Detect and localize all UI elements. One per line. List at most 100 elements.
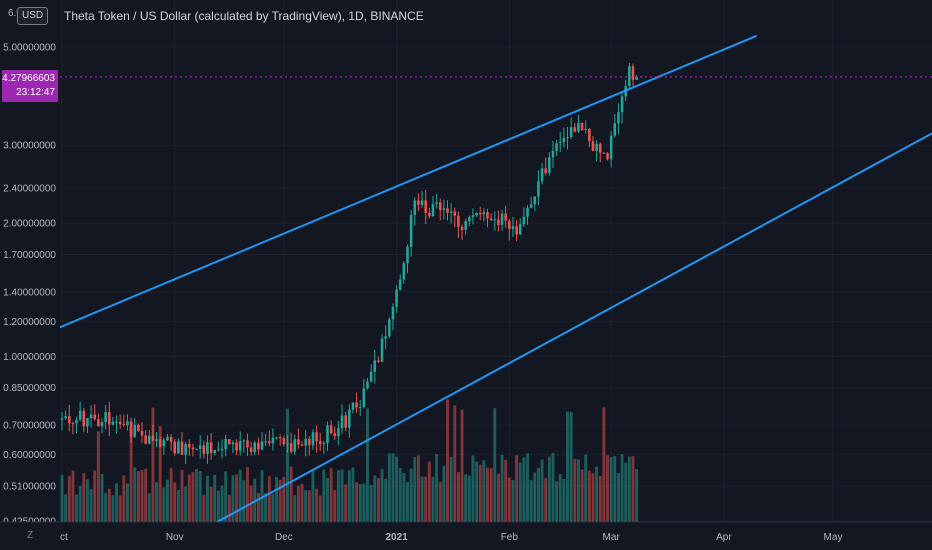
- volume-bar: [242, 480, 246, 522]
- candle-body: [217, 449, 220, 451]
- volume-bar: [289, 466, 293, 522]
- volume-bar: [460, 409, 464, 522]
- candle-body: [118, 421, 122, 424]
- x-tick-label: Mar: [603, 532, 621, 543]
- volume-bar: [576, 459, 580, 522]
- candle-body: [446, 208, 449, 213]
- volume-bar: [318, 495, 322, 522]
- volume-bar: [595, 466, 599, 522]
- candle-body: [75, 419, 78, 424]
- candle-body: [508, 220, 511, 229]
- volume-bar: [231, 475, 235, 522]
- candle-body: [191, 447, 195, 450]
- trendline[interactable]: [214, 130, 932, 525]
- volume-bar: [431, 476, 435, 522]
- candle-body: [129, 421, 133, 437]
- volume-bar: [566, 411, 569, 522]
- candle-body: [100, 422, 104, 427]
- volume-bar: [78, 485, 82, 522]
- volume-bar: [340, 469, 344, 522]
- candle-body: [126, 421, 129, 425]
- trendline[interactable]: [57, 34, 758, 329]
- volume-bar: [449, 456, 453, 522]
- candle-body: [602, 152, 606, 154]
- candle-body: [613, 123, 617, 136]
- candle-body: [202, 445, 206, 454]
- x-tick-label: Feb: [501, 532, 519, 543]
- last-price-value: 4.27966603: [2, 73, 55, 84]
- candle-body: [242, 440, 246, 442]
- volume-bar: [224, 471, 228, 522]
- volume-bar: [166, 479, 169, 522]
- candle-body: [431, 203, 435, 217]
- volume-bar: [246, 467, 249, 522]
- volume-bar: [235, 474, 239, 522]
- candle-body: [311, 432, 315, 446]
- candle-body: [333, 433, 337, 437]
- candle-body: [169, 436, 173, 442]
- volume-bar: [307, 490, 311, 522]
- candle-body: [449, 211, 453, 213]
- volume-bar: [489, 468, 493, 522]
- volume-bar: [540, 459, 544, 522]
- volume-bar: [198, 470, 202, 522]
- candle-body: [391, 306, 395, 320]
- volume-bar: [456, 472, 460, 522]
- candle-body: [598, 143, 602, 153]
- volume-bar: [60, 475, 64, 522]
- candle-body: [318, 441, 322, 445]
- volume-bar: [547, 456, 551, 522]
- volume-bar: [380, 468, 384, 522]
- volume-bar: [209, 486, 213, 522]
- candle-body: [453, 211, 457, 216]
- volume-bar: [176, 490, 180, 522]
- volume-bar: [96, 431, 100, 522]
- volume-bar: [409, 468, 413, 522]
- candle-body: [402, 263, 406, 280]
- candle-body: [144, 435, 147, 444]
- candle-body: [395, 289, 398, 307]
- volume-bar: [475, 461, 479, 522]
- candle-body: [228, 439, 231, 445]
- candle-body: [188, 444, 191, 448]
- candle-body: [93, 414, 97, 420]
- zoom-button[interactable]: Z: [26, 530, 34, 541]
- trendlines[interactable]: [57, 34, 932, 525]
- time-axis[interactable]: ct Nov Dec 2021 Feb Mar Apr May: [60, 532, 842, 543]
- currency-badge[interactable]: USD: [17, 7, 49, 25]
- volume-bar: [315, 488, 319, 522]
- volume-bar: [67, 475, 71, 522]
- candle-body: [155, 439, 158, 442]
- volume-bar: [486, 467, 489, 522]
- candle-body: [348, 409, 351, 428]
- volume-bar: [602, 407, 606, 522]
- candle-body: [558, 142, 562, 144]
- volume-bar: [216, 490, 220, 522]
- volume-bar: [162, 487, 166, 522]
- volume-bar: [151, 407, 155, 522]
- candle-body: [580, 123, 584, 130]
- candle-body: [620, 96, 624, 113]
- candle-body: [60, 418, 64, 420]
- candle-body: [366, 381, 369, 389]
- volume-bar: [213, 474, 217, 522]
- volume-bar: [180, 469, 184, 522]
- candle-body: [355, 402, 358, 408]
- volume-bar: [420, 476, 424, 522]
- candle-body: [89, 414, 93, 419]
- candle-body: [282, 438, 286, 445]
- candle-body: [300, 444, 304, 446]
- volume-bar: [329, 468, 333, 522]
- volume-bar: [220, 485, 224, 522]
- candle-body: [184, 444, 187, 455]
- candle-body: [617, 112, 620, 124]
- volume-bar: [533, 472, 537, 522]
- volume-bar: [522, 457, 526, 522]
- volume-bar: [435, 454, 439, 522]
- candle-body: [562, 137, 566, 143]
- candle-body: [526, 207, 529, 217]
- candle-body: [464, 221, 467, 230]
- volume-bar: [427, 461, 431, 522]
- candle-body: [104, 412, 107, 423]
